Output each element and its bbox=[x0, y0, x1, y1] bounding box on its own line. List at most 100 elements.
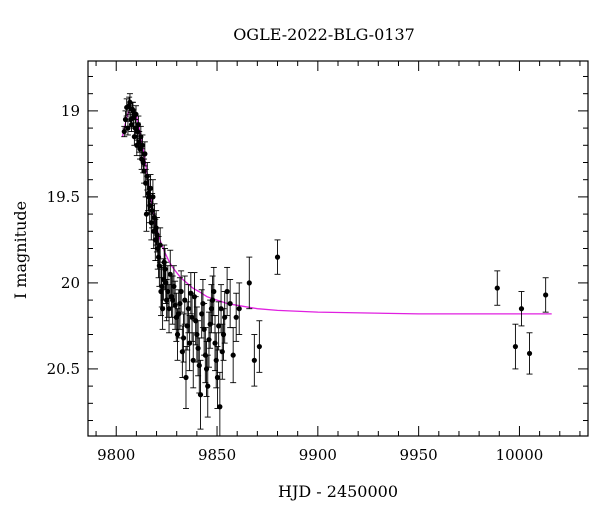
data-point bbox=[526, 332, 533, 375]
data-point bbox=[246, 256, 253, 310]
point-marker bbox=[230, 352, 236, 358]
data-point bbox=[132, 105, 139, 124]
point-marker bbox=[205, 383, 211, 389]
point-marker bbox=[196, 362, 202, 369]
point-marker bbox=[159, 306, 166, 312]
x-tick-label: 9950 bbox=[400, 446, 438, 464]
point-marker bbox=[121, 128, 127, 135]
data-point bbox=[224, 266, 231, 317]
point-marker bbox=[172, 302, 178, 308]
point-marker bbox=[166, 306, 172, 312]
data-point bbox=[251, 334, 258, 387]
point-marker bbox=[147, 185, 154, 191]
data-point bbox=[189, 292, 196, 342]
y-tick-label: 19.5 bbox=[47, 188, 80, 206]
point-marker bbox=[219, 349, 225, 355]
point-marker bbox=[224, 288, 230, 295]
point-marker bbox=[195, 345, 201, 351]
point-marker bbox=[209, 297, 216, 303]
point-marker bbox=[157, 242, 163, 248]
point-marker bbox=[178, 288, 184, 295]
data-point bbox=[141, 141, 148, 167]
point-marker bbox=[165, 288, 171, 295]
point-marker bbox=[233, 314, 239, 320]
data-point bbox=[256, 320, 263, 373]
y-tick-label: 19 bbox=[61, 102, 80, 120]
data-point bbox=[274, 239, 281, 275]
point-marker bbox=[148, 220, 154, 226]
point-marker bbox=[197, 392, 204, 398]
point-marker bbox=[139, 142, 146, 148]
point-marker bbox=[174, 331, 181, 338]
point-marker bbox=[494, 285, 500, 291]
data-point bbox=[197, 359, 204, 430]
y-tick-label: 20 bbox=[61, 274, 80, 292]
point-marker bbox=[180, 335, 187, 341]
y-tick-label: 20.5 bbox=[47, 360, 80, 378]
point-marker bbox=[171, 283, 177, 289]
data-point bbox=[135, 115, 142, 134]
point-marker bbox=[199, 311, 205, 317]
point-marker bbox=[177, 300, 183, 307]
point-marker bbox=[206, 337, 212, 343]
data-point bbox=[512, 323, 519, 370]
point-marker bbox=[162, 266, 168, 272]
point-marker bbox=[211, 288, 217, 295]
data-point bbox=[236, 282, 243, 335]
point-marker bbox=[236, 306, 242, 312]
model-line bbox=[121, 108, 552, 315]
data-point bbox=[179, 325, 186, 378]
data-point bbox=[204, 354, 211, 418]
point-marker bbox=[170, 297, 176, 303]
data-point bbox=[180, 313, 187, 363]
data-point bbox=[159, 287, 166, 330]
data-point bbox=[230, 327, 237, 384]
point-marker bbox=[217, 404, 223, 410]
axis-tick-labels: 9800 9850 9900 9950 10000 19 19.5 20 20.5 bbox=[47, 102, 544, 464]
point-marker bbox=[512, 343, 519, 350]
point-marker bbox=[213, 357, 219, 363]
point-marker bbox=[256, 343, 262, 350]
point-marker bbox=[212, 340, 218, 346]
point-marker bbox=[179, 349, 185, 355]
point-marker bbox=[189, 314, 195, 320]
point-marker bbox=[214, 374, 221, 381]
x-tick-label: 9900 bbox=[299, 446, 337, 464]
data-point bbox=[178, 270, 185, 313]
point-marker bbox=[184, 323, 190, 329]
data-point bbox=[518, 291, 525, 327]
point-marker bbox=[185, 306, 192, 312]
point-marker bbox=[149, 208, 155, 214]
point-marker bbox=[251, 357, 257, 363]
point-marker bbox=[194, 331, 200, 338]
point-marker bbox=[208, 306, 214, 312]
point-marker bbox=[518, 306, 525, 312]
point-marker bbox=[227, 300, 233, 307]
x-tick-label: 9800 bbox=[97, 446, 135, 464]
axis-ticks bbox=[88, 61, 588, 436]
data-point bbox=[233, 292, 240, 342]
point-marker bbox=[220, 331, 227, 338]
data-point bbox=[542, 277, 549, 313]
point-marker bbox=[183, 374, 189, 381]
chart-title: OGLE-2022-BLG-0137 bbox=[233, 25, 415, 44]
point-marker bbox=[246, 280, 252, 286]
data-point bbox=[190, 332, 197, 389]
data-points bbox=[121, 93, 549, 437]
point-marker bbox=[150, 194, 156, 200]
x-tick-label: 9850 bbox=[198, 446, 236, 464]
point-marker bbox=[142, 151, 148, 157]
y-axis-label: I magnitude bbox=[11, 201, 30, 299]
x-tick-label: 10000 bbox=[496, 446, 544, 464]
data-point bbox=[494, 270, 501, 306]
point-marker bbox=[543, 292, 549, 298]
point-marker bbox=[274, 254, 281, 260]
point-marker bbox=[526, 350, 533, 357]
x-axis-label: HJD - 2450000 bbox=[278, 482, 398, 501]
data-point bbox=[182, 346, 189, 409]
data-point bbox=[227, 279, 234, 329]
model-curve bbox=[121, 108, 552, 315]
plot-frame bbox=[87, 60, 589, 437]
data-point bbox=[124, 120, 131, 136]
